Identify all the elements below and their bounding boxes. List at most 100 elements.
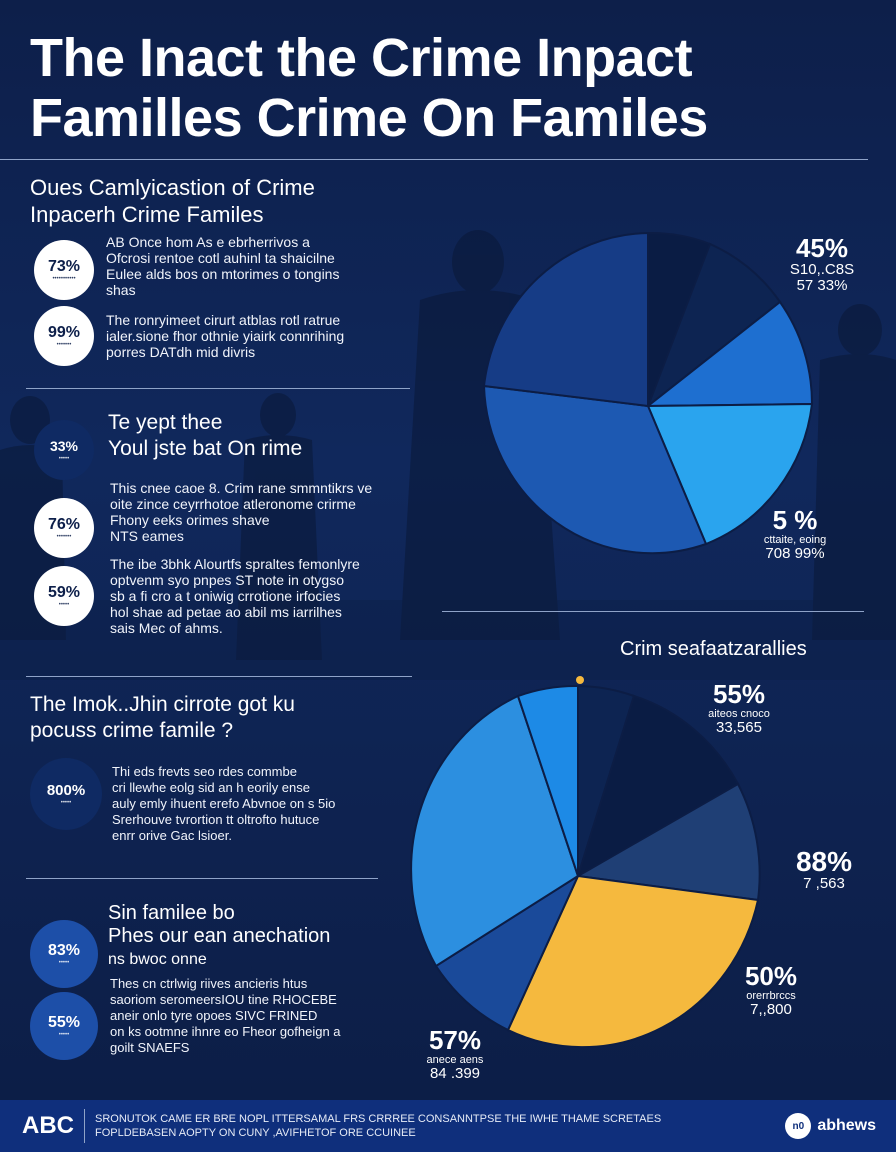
footer-text-line1: SRONUTOK CAME ER BRE NOPL ITTERSAMAL FRS… <box>95 1113 662 1125</box>
text-line: Fhony eeks orimes shave <box>110 512 270 528</box>
stat-badge-value: 73% <box>47 257 81 275</box>
pie-chart-2 <box>410 676 761 1049</box>
pie1-label: 45% S10,.C8S 57 33% <box>772 234 872 294</box>
stat-badge: 83% ••••• <box>30 920 98 988</box>
text-line: porres DATdh mid divris <box>106 344 256 360</box>
pie2-label: 50% orerrbrccs 7,,800 <box>726 962 816 1018</box>
text-line: goilt SNAEFS <box>110 1040 190 1055</box>
section1-heading-line1: Oues Camlyicastion of Crime <box>30 175 315 200</box>
stat-badge-value: 99% <box>47 323 81 341</box>
pie2-label-sub2: 33,565 <box>716 719 762 736</box>
title-line-2: Familles Crime On Familes <box>30 88 708 148</box>
pie2-slice <box>410 694 580 968</box>
section1-heading-line2: Inpacerh Crime Familes <box>30 202 264 227</box>
abc-logo: ABC <box>22 1112 74 1139</box>
pie2-label: 57% anece aens 84 .399 <box>410 1026 500 1082</box>
pie2-label-sub: anece aens <box>426 1054 484 1066</box>
stat-badge: 73% ••••••••••• <box>34 240 94 300</box>
pie2-label-sub2: 7,,800 <box>750 1001 792 1018</box>
text-line: auly emly ihuent erefo Abvnoe on s 5io <box>112 796 336 811</box>
pie-chart-1 <box>482 231 814 555</box>
stat-badge-caption: ••••• <box>60 799 72 806</box>
pie1-label-value: 45% <box>795 233 849 263</box>
stat-badge-value: 800% <box>46 781 86 799</box>
text-line: optvenm syo pnpes ST note in otygso <box>110 572 344 588</box>
pie2-label-value: 50% <box>744 961 798 991</box>
section2-paragraph-2: The ibe 3bhk Alourtfs spraltes femonlyre… <box>110 556 410 636</box>
footer-divider <box>84 1109 85 1143</box>
text-line: AB Once hom As e ebrherrivos a <box>106 234 310 250</box>
section1-paragraph-2: The ronryimeet cirurt atblas rotl ratrue… <box>106 312 406 360</box>
text-line: The ibe 3bhk Alourtfs spraltes femonlyre <box>110 556 360 572</box>
stat-badge-value: 55% <box>47 1013 81 1031</box>
pie1-slice <box>482 384 708 555</box>
pie2-slice <box>574 782 761 902</box>
footer-bar: ABC SRONUTOK CAME ER BRE NOPL ITTERSAMAL… <box>0 1100 896 1152</box>
pie1-slice <box>646 402 814 546</box>
pie1-label: 5 % cttaite, eoing 708 99% <box>750 506 840 562</box>
stat-badge-value: 83% <box>47 941 81 959</box>
text-line: shas <box>106 282 136 298</box>
text-line: Thi eds frevts seo rdes commbe <box>112 764 297 779</box>
stat-badge: 33% ••••• <box>34 420 94 480</box>
pie1-slice <box>645 300 814 408</box>
brand-name: abhews <box>817 1117 876 1134</box>
section3-heading: The Imok..Jhin cirrote got ku pocuss cri… <box>30 692 410 744</box>
pie2-label-value: 57% <box>428 1025 482 1055</box>
stat-badge-value: 76% <box>47 515 81 533</box>
section4-paragraph: Thes cn ctrlwig riives ancieris htus sao… <box>110 976 390 1056</box>
section3-paragraph: Thi eds frevts seo rdes commbe cri llewh… <box>112 764 402 844</box>
text-line: aneir onlo tyre opoes SIVC FRINED <box>110 1008 318 1023</box>
stat-badge: 76% ••••••• <box>34 498 94 558</box>
section2-heading: Te yept thee Youl jste bat On rime <box>108 410 408 462</box>
pie2-slice <box>506 874 760 1049</box>
pie2-label: 55% aiteos cnoco 33,565 <box>694 680 784 736</box>
section1-heading: Oues Camlyicastion of Crime Inpacerh Cri… <box>30 174 410 228</box>
pie1-slice <box>645 242 782 410</box>
pie2-label-sub2: 84 .399 <box>429 1065 481 1082</box>
footer-text-line2: FOPLDEBASEN AOPTY ON CUNY ,AVIFHETOF ORE… <box>95 1127 416 1139</box>
stat-badge: 800% ••••• <box>30 758 102 830</box>
pie2-heading: Crim seafaatzarallies <box>620 638 807 660</box>
text-line: The ronryimeet cirurt atblas rotl ratrue <box>106 312 341 328</box>
pie2-label-value: 88% <box>795 846 853 877</box>
pie2-label-sub: aiteos cnoco <box>708 708 770 720</box>
section4-heading: Sin familee bo Phes our ean anechation n… <box>108 902 398 971</box>
pie1-label-sub: S10,.C8S <box>789 261 855 278</box>
pie2-slice <box>576 694 740 879</box>
pie1-label-sub2: 708 99% <box>765 545 825 562</box>
divider <box>442 611 864 612</box>
section3-heading-line1: The Imok..Jhin cirrote got ku <box>30 693 295 716</box>
divider <box>26 388 410 389</box>
pie1-slice <box>482 231 649 408</box>
section2-heading-line2: Youl jste bat On rime <box>108 437 303 460</box>
stat-badge-caption: ••••••••••• <box>52 275 76 282</box>
text-line: Eulee alds bos on mtorimes o tongins <box>106 266 340 282</box>
pie2-label-sub: orerrbrccs <box>746 990 796 1002</box>
pie2-label-sub2: 7 ,563 <box>803 875 845 892</box>
stat-badge: 59% ••••• <box>34 566 94 626</box>
stat-badge-caption: ••••••• <box>56 341 72 348</box>
pie1-label-value: 5 % <box>772 505 818 535</box>
text-line: on ks ootmne ihnre eo Fheor gofheign a <box>110 1024 341 1039</box>
text-line: Thes cn ctrlwig riives ancieris htus <box>110 976 308 991</box>
divider <box>26 878 378 879</box>
stat-badge-value: 59% <box>47 583 81 601</box>
section2-paragraph-1: This cnee caoe 8. Crim rane smmntikrs ve… <box>110 480 410 544</box>
title-line-1: The Inact the Crime Inpact <box>30 28 693 88</box>
text-line: ialer.sione fhor othnie yiairk connrihin… <box>106 328 345 344</box>
text-line: NTS eames <box>110 528 184 544</box>
text-line: enrr orive Gac lsioer. <box>112 828 232 843</box>
text-line: This cnee caoe 8. Crim rane smmntikrs ve <box>110 480 373 496</box>
section4-heading-line1: Sin familee bo <box>108 902 235 924</box>
stat-badge: 55% ••••• <box>30 992 98 1060</box>
stat-badge-caption: ••••••• <box>56 533 72 540</box>
stat-badge-caption: ••••• <box>58 959 70 966</box>
stat-badge-value: 33% <box>49 437 79 454</box>
text-line: cri llewhe eolg sid an h eorily ense <box>112 780 310 795</box>
section4-heading-line2: Phes our ean anechation <box>108 925 331 947</box>
text-line: hol shae ad petae ao abil ms iarrilhes <box>110 604 342 620</box>
section3-heading-line2: pocuss crime famile ? <box>30 719 234 742</box>
background-silhouettes <box>0 230 896 680</box>
section2-heading-line1: Te yept thee <box>108 411 223 434</box>
